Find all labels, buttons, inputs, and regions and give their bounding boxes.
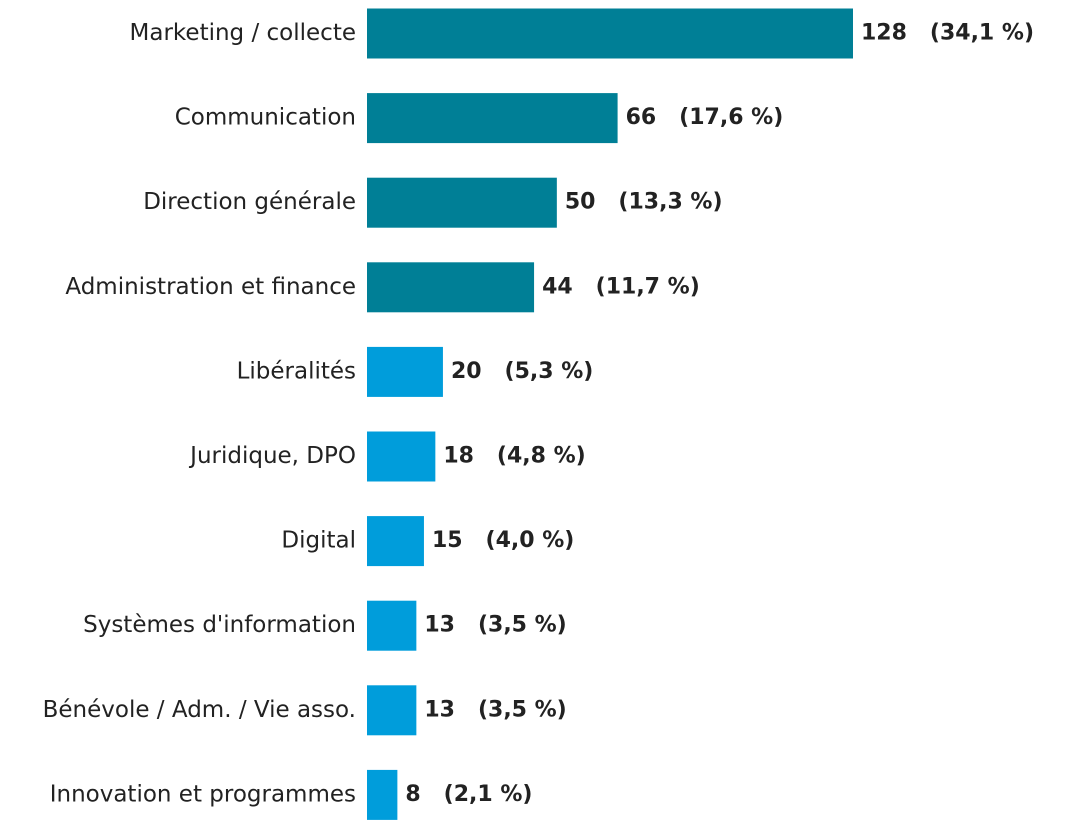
bar [367,600,417,651]
bar [367,93,618,144]
category-label: Digital [281,528,356,554]
value-label: 18 (4,8 %) [443,444,585,469]
value-label: 44 (11,7 %) [542,274,700,299]
value-label: 128 (34,1 %) [861,21,1034,46]
bar [367,769,398,820]
value-label: 20 (5,3 %) [451,359,593,384]
value-label: 66 (17,6 %) [626,105,784,130]
value-label: 13 (3,5 %) [424,613,566,638]
bar [367,516,424,567]
bar [367,685,417,736]
bar [367,8,853,59]
value-label: 50 (13,3 %) [565,190,723,215]
category-label: Administration et finance [65,274,356,300]
category-label: Systèmes d'information [83,612,356,638]
category-label: Marketing / collecte [130,20,356,46]
category-label: Innovation et programmes [50,781,356,807]
value-label: 13 (3,5 %) [424,697,566,722]
category-label: Direction générale [143,189,356,215]
category-label: Bénévole / Adm. / Vie asso. [43,697,356,723]
bar [367,431,436,482]
value-label: 15 (4,0 %) [432,528,574,553]
category-label: Libéralités [237,358,356,384]
bar [367,262,535,313]
category-label: Communication [175,105,356,131]
category-label: Juridique, DPO [188,443,356,469]
value-label: 8 (2,1 %) [405,782,532,807]
bar [367,346,443,397]
bar [367,177,557,228]
